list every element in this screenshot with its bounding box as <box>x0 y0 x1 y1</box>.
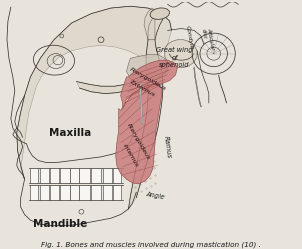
Text: Angle: Angle <box>145 191 165 200</box>
Text: Fig. 1. Bones and muscles involved during mastication (10) .: Fig. 1. Bones and muscles involved durin… <box>41 241 261 248</box>
FancyBboxPatch shape <box>50 185 59 200</box>
Ellipse shape <box>150 8 169 19</box>
FancyBboxPatch shape <box>50 168 59 183</box>
Polygon shape <box>76 63 168 94</box>
FancyBboxPatch shape <box>70 168 79 183</box>
FancyBboxPatch shape <box>79 185 90 200</box>
Polygon shape <box>128 40 163 209</box>
Polygon shape <box>17 6 172 179</box>
Text: Pterygoideus: Pterygoideus <box>129 66 167 91</box>
Polygon shape <box>127 55 168 82</box>
Text: Externus: Externus <box>130 80 156 98</box>
FancyBboxPatch shape <box>60 185 70 200</box>
FancyBboxPatch shape <box>113 185 120 200</box>
FancyBboxPatch shape <box>40 185 49 200</box>
Polygon shape <box>144 8 155 40</box>
Text: Ramus: Ramus <box>163 135 172 158</box>
Text: Pterygoideus: Pterygoideus <box>126 123 151 161</box>
FancyBboxPatch shape <box>31 168 38 183</box>
FancyBboxPatch shape <box>91 168 101 183</box>
FancyBboxPatch shape <box>103 185 112 200</box>
Polygon shape <box>165 40 197 67</box>
FancyBboxPatch shape <box>91 185 101 200</box>
Text: internus: internus <box>122 143 139 168</box>
FancyBboxPatch shape <box>103 168 112 183</box>
Text: Maxilla: Maxilla <box>49 128 91 138</box>
Text: Mandible: Mandible <box>33 219 87 229</box>
FancyBboxPatch shape <box>79 168 90 183</box>
Text: Articular
disc: Articular disc <box>201 28 215 52</box>
Text: Great wing
of
sphenoid: Great wing of sphenoid <box>156 47 193 68</box>
FancyBboxPatch shape <box>31 185 38 200</box>
FancyBboxPatch shape <box>70 185 79 200</box>
Polygon shape <box>116 84 162 184</box>
Polygon shape <box>120 60 178 110</box>
Text: Condyle: Condyle <box>185 25 194 50</box>
FancyBboxPatch shape <box>40 168 49 183</box>
FancyBboxPatch shape <box>60 168 70 183</box>
FancyBboxPatch shape <box>113 168 120 183</box>
